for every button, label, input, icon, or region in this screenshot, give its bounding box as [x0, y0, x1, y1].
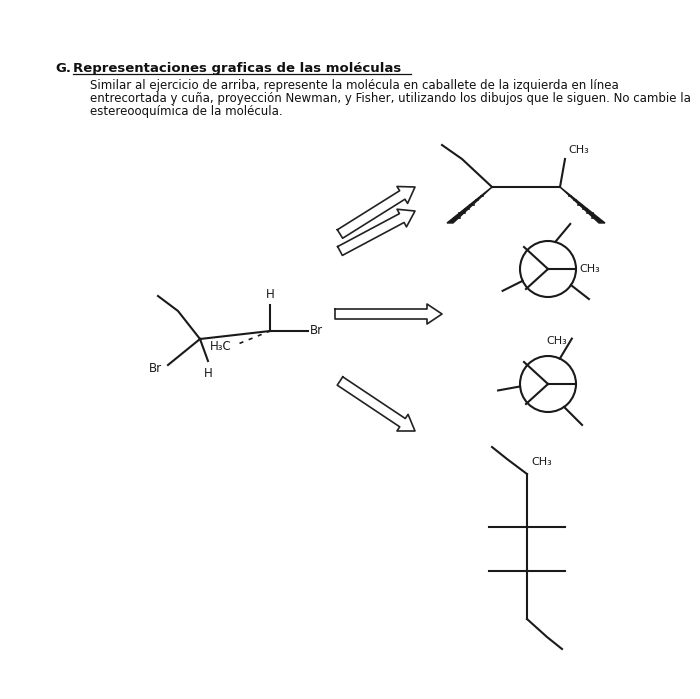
Text: CH₃: CH₃ [568, 145, 589, 155]
Text: Br: Br [149, 363, 162, 375]
Text: G.: G. [55, 62, 71, 75]
Text: CH₃: CH₃ [546, 336, 567, 346]
Text: H₃C: H₃C [210, 340, 232, 352]
Text: estereooquímica de la molécula.: estereooquímica de la molécula. [90, 105, 283, 118]
Text: Representaciones graficas de las moléculas: Representaciones graficas de las molécul… [73, 62, 401, 75]
Polygon shape [560, 187, 605, 223]
Text: Br: Br [310, 324, 323, 338]
Text: H: H [204, 367, 212, 380]
Text: CH₃: CH₃ [531, 457, 552, 467]
Polygon shape [447, 187, 492, 223]
Text: H: H [265, 288, 274, 301]
Text: Similar al ejercicio de arriba, represente la molécula en caballete de la izquie: Similar al ejercicio de arriba, represen… [90, 79, 619, 92]
Text: entrecortada y cuña, proyección Newman, y Fisher, utilizando los dibujos que le : entrecortada y cuña, proyección Newman, … [90, 92, 691, 105]
Text: CH₃: CH₃ [579, 264, 600, 274]
